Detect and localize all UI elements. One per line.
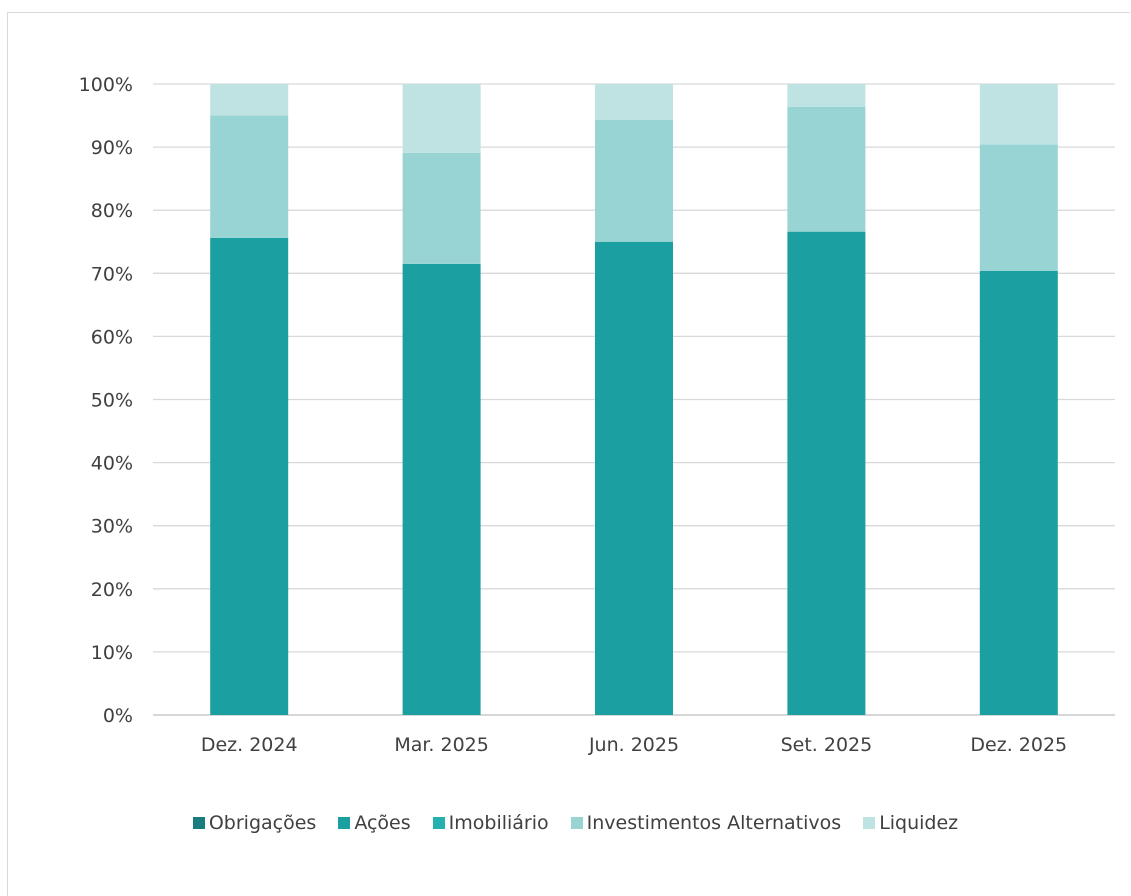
bar-segment [210,115,289,238]
legend-label: Liquidez [879,812,959,834]
x-axis-ticks: Dez. 2024 Mar. 2025 Jun. 2025 Set. 2025 Dez.… [201,734,1067,756]
y-axis-ticks: 0% 10% 20% 30% 40% 50% 60% 70% 80% 90% 100% [79,74,133,727]
legend-swatch [338,817,351,829]
y-tick-label: 20% [91,579,133,601]
y-tick-label: 90% [91,137,133,159]
x-tick-label: Dez. 2025 [970,734,1067,756]
legend: Obrigações Ações Imobiliário Investimentos … [0,812,1131,834]
y-tick-label: 60% [91,326,133,348]
legend-item: Liquidez [863,812,958,834]
y-tick-label: 0% [103,705,133,727]
legend-swatch [570,817,583,829]
x-tick-label: Set. 2025 [781,734,873,756]
legend-item: Investimentos Alternativos [570,812,842,834]
bar-segment [787,231,866,716]
bar-segment [595,84,673,120]
legend-label: Obrigações [208,812,317,834]
y-tick-label: 30% [91,516,133,538]
bar-segment [595,241,673,715]
x-tick-label: Dez. 2024 [201,734,298,756]
legend-item: Ações [338,812,411,834]
y-tick-label: 70% [91,263,133,285]
bar-segment [787,84,866,107]
bar-segment [979,144,1058,271]
y-tick-label: 50% [91,390,133,412]
y-tick-label: 80% [91,200,133,222]
bar-segment [210,84,289,116]
bar-segment [595,119,673,242]
legend-swatch [432,817,445,829]
bar-segment [402,152,481,264]
bar-segment [402,263,481,715]
legend-label: Imobiliário [448,812,549,834]
legend-swatch [192,817,205,829]
legend-label: Investimentos Alternativos [586,812,842,834]
bar-segment [979,270,1058,715]
x-tick-label: Mar. 2025 [394,734,489,756]
bar-segment [979,84,1058,145]
bar-segment [787,106,866,232]
bar-segment [210,237,289,716]
y-tick-label: 100% [79,74,133,96]
x-tick-label: Jun. 2025 [588,734,679,756]
legend-item: Obrigações [192,812,317,834]
bar-segment [402,84,481,153]
legend-label: Ações [354,812,411,834]
y-tick-label: 10% [91,642,133,664]
chart-frame [7,12,1130,896]
bars [210,84,1058,716]
legend-item: Imobiliário [432,812,549,834]
y-tick-label: 40% [91,453,133,475]
legend-swatch [863,817,876,829]
